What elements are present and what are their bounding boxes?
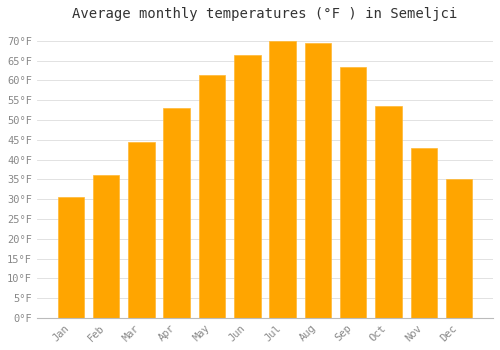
Bar — [93, 175, 120, 318]
Bar — [375, 106, 402, 318]
Bar — [304, 43, 331, 318]
Bar — [198, 75, 225, 318]
Bar — [164, 108, 190, 318]
Bar — [410, 148, 437, 318]
Bar — [128, 142, 154, 318]
Bar — [340, 66, 366, 318]
Bar — [446, 180, 472, 318]
Bar — [270, 41, 296, 318]
Bar — [58, 197, 84, 318]
Title: Average monthly temperatures (°F ) in Semeljci: Average monthly temperatures (°F ) in Se… — [72, 7, 458, 21]
Bar — [234, 55, 260, 318]
